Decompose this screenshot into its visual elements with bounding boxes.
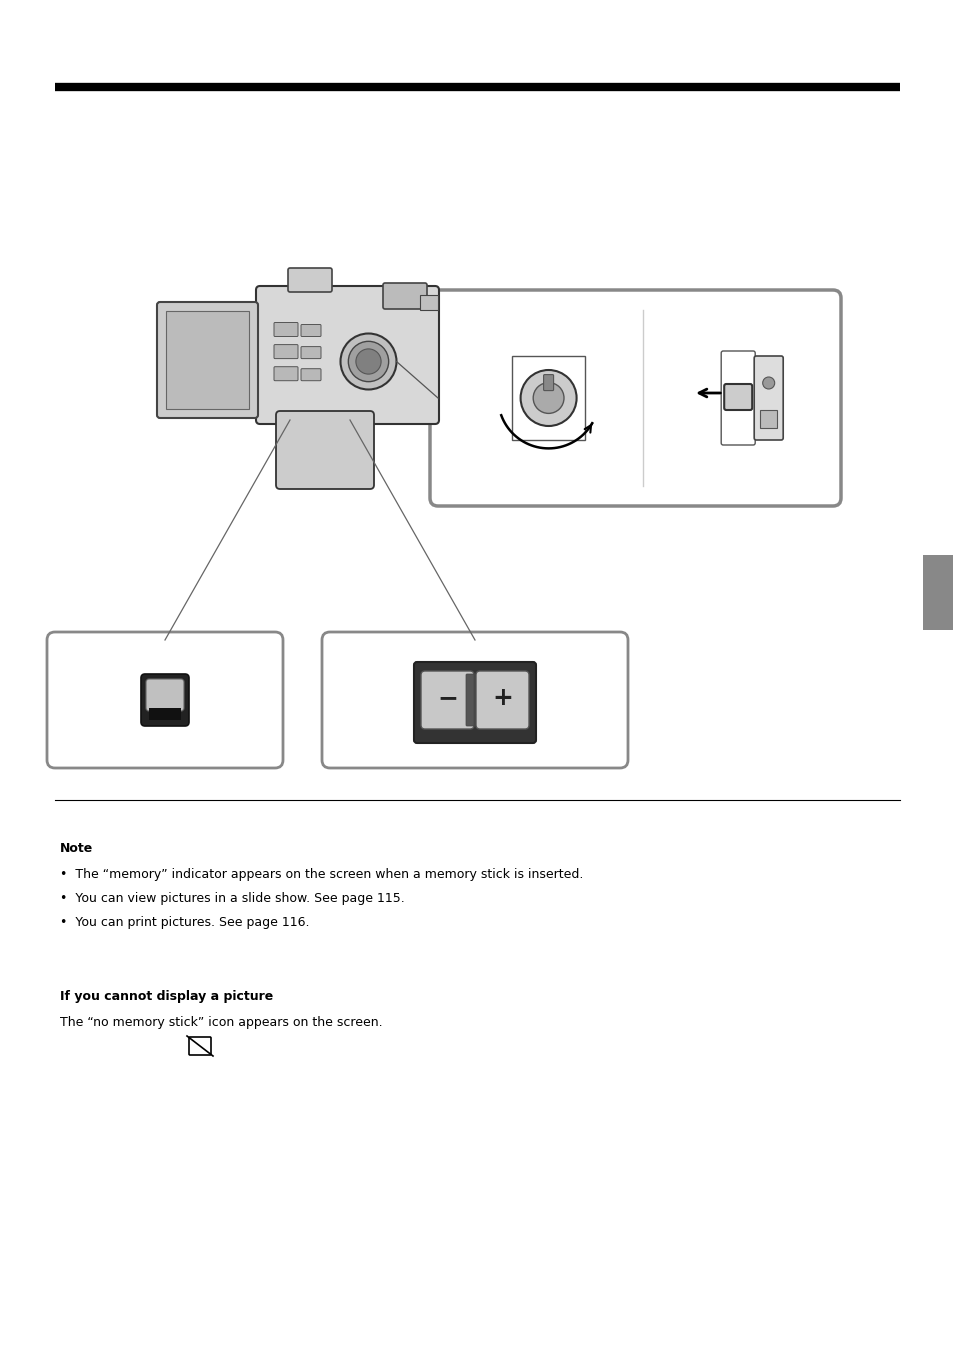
Text: •  The “memory” indicator appears on the screen when a memory stick is inserted.: • The “memory” indicator appears on the … — [60, 868, 583, 882]
FancyBboxPatch shape — [47, 631, 283, 768]
Circle shape — [520, 370, 576, 426]
Bar — [149, 708, 181, 721]
FancyBboxPatch shape — [414, 662, 536, 744]
Circle shape — [761, 377, 774, 389]
FancyBboxPatch shape — [146, 679, 184, 711]
FancyBboxPatch shape — [301, 324, 320, 337]
Circle shape — [355, 349, 380, 375]
FancyBboxPatch shape — [476, 671, 529, 729]
FancyBboxPatch shape — [157, 301, 257, 418]
Text: If you cannot display a picture: If you cannot display a picture — [60, 990, 273, 1003]
FancyBboxPatch shape — [255, 287, 438, 425]
Bar — [923, 556, 953, 630]
FancyBboxPatch shape — [420, 671, 474, 729]
FancyBboxPatch shape — [288, 268, 332, 292]
Circle shape — [340, 334, 396, 389]
Bar — [760, 410, 777, 429]
FancyBboxPatch shape — [723, 384, 751, 410]
FancyBboxPatch shape — [720, 352, 755, 445]
FancyBboxPatch shape — [274, 366, 297, 381]
FancyBboxPatch shape — [275, 411, 374, 489]
FancyBboxPatch shape — [274, 345, 297, 358]
FancyBboxPatch shape — [322, 631, 627, 768]
Bar — [419, 295, 437, 310]
Text: +: + — [492, 685, 513, 710]
FancyBboxPatch shape — [754, 356, 782, 439]
Circle shape — [348, 341, 388, 381]
FancyBboxPatch shape — [465, 675, 474, 726]
FancyBboxPatch shape — [382, 283, 427, 310]
FancyBboxPatch shape — [141, 675, 189, 726]
FancyBboxPatch shape — [430, 289, 841, 506]
FancyBboxPatch shape — [301, 346, 320, 358]
Bar — [512, 356, 584, 439]
FancyBboxPatch shape — [274, 323, 297, 337]
FancyBboxPatch shape — [301, 369, 320, 381]
Text: •  You can view pictures in a slide show. See page 115.: • You can view pictures in a slide show.… — [60, 892, 404, 904]
Text: •  You can print pictures. See page 116.: • You can print pictures. See page 116. — [60, 917, 309, 929]
FancyBboxPatch shape — [543, 375, 553, 391]
Bar — [166, 311, 249, 410]
Circle shape — [533, 383, 563, 414]
Text: The “no memory stick” icon appears on the screen.: The “no memory stick” icon appears on th… — [60, 1015, 382, 1029]
Text: Note: Note — [60, 842, 93, 854]
Text: −: − — [436, 685, 457, 710]
